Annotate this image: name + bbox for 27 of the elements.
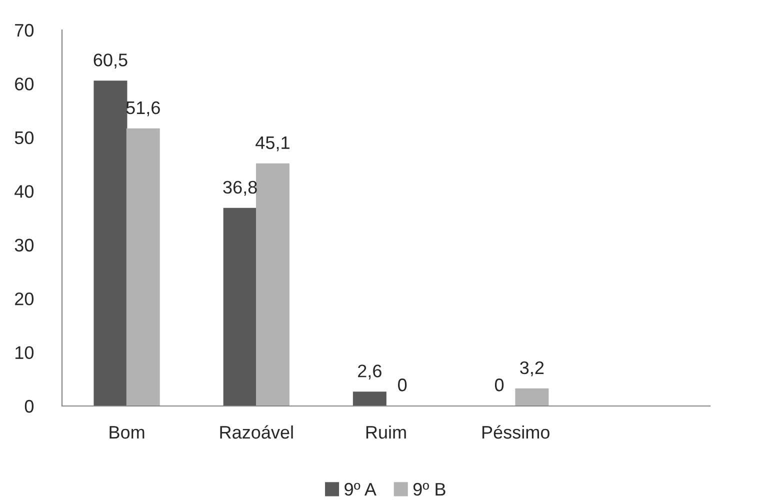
bar bbox=[126, 128, 160, 406]
y-tick-label: 10 bbox=[16, 346, 34, 360]
x-tick-label: Ruim bbox=[366, 425, 406, 439]
data-label: 0 bbox=[398, 378, 407, 392]
data-label: 60,5 bbox=[94, 54, 128, 68]
bar bbox=[515, 388, 549, 406]
bar bbox=[94, 80, 128, 406]
x-tick-label: Razoável bbox=[220, 425, 293, 439]
x-tick-label: Bom bbox=[110, 426, 144, 439]
data-label: 36,8 bbox=[223, 180, 257, 196]
data-label: 45,1 bbox=[256, 136, 290, 152]
bar bbox=[223, 208, 257, 406]
y-tick-label: 0 bbox=[24, 400, 34, 413]
bar bbox=[352, 392, 386, 406]
x-tick-label: Péssimo bbox=[482, 425, 550, 439]
legend-label: 9º B bbox=[413, 482, 446, 496]
legend-label: 9º A bbox=[344, 482, 376, 496]
y-tick-label: 60 bbox=[15, 78, 34, 90]
y-tick-label: 50 bbox=[14, 131, 34, 144]
data-label: 0 bbox=[494, 378, 504, 392]
bar bbox=[256, 163, 290, 406]
y-tick-label: 70 bbox=[15, 24, 34, 37]
y-tick-label: 40 bbox=[14, 185, 34, 198]
y-tick-label: 30 bbox=[14, 238, 34, 252]
data-label: 3,2 bbox=[520, 361, 544, 376]
data-label: 2,6 bbox=[358, 364, 382, 380]
y-tick-label: 20 bbox=[15, 292, 34, 306]
